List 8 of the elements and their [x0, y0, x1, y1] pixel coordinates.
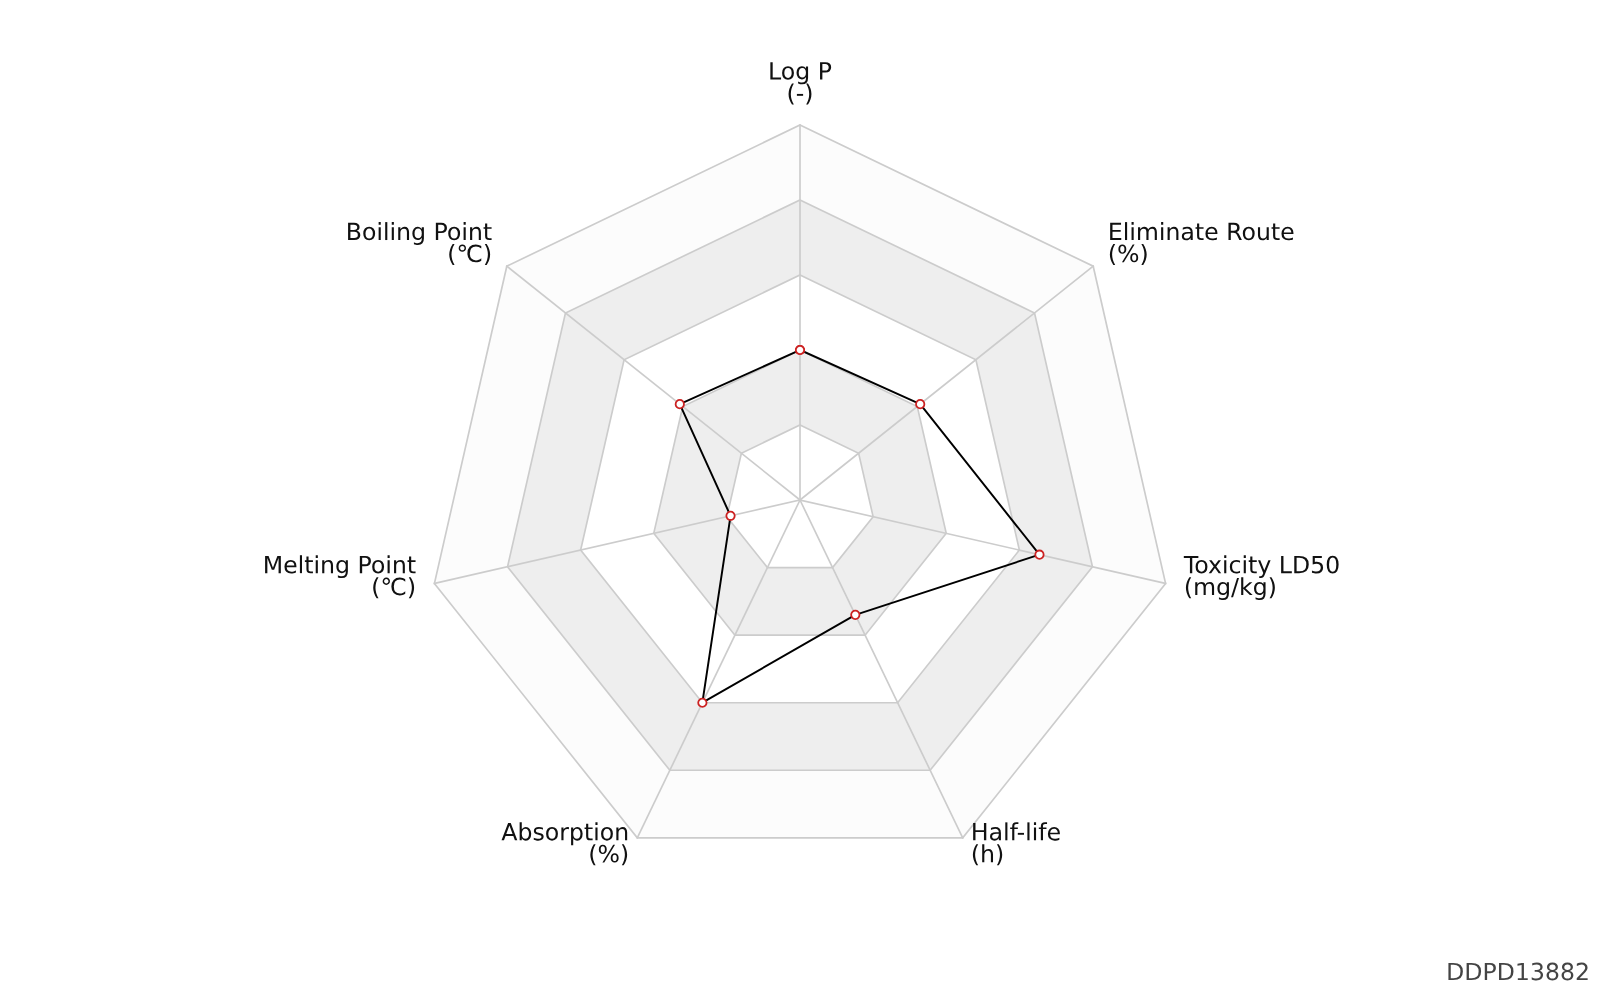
- spoke-label: Eliminate Route (%): [1109, 222, 1294, 266]
- spoke-label: Toxicity LD50 (mg/kg): [1183, 555, 1339, 601]
- spoke-label: Boiling Point (℃): [348, 222, 492, 266]
- text: DDPD13882: [1448, 962, 1588, 981]
- spoke-label: Melting Point (℃): [265, 555, 416, 599]
- spoke-label: Log P (-): [770, 62, 832, 105]
- spoke-label: Half-life (h): [972, 822, 1060, 866]
- spoke-label: Absorption (%): [501, 822, 628, 866]
